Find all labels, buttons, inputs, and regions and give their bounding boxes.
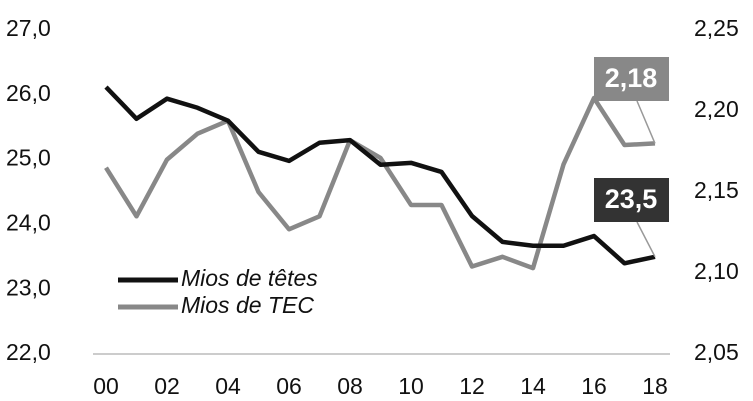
value-label-box [594, 178, 669, 222]
x-tick-label: 00 [93, 373, 119, 399]
y-tick-label: 26,0 [6, 80, 51, 106]
legend-label: Mios de têtes [181, 265, 318, 291]
x-tick-label: 04 [215, 373, 241, 399]
x-tick-label: 18 [642, 373, 668, 399]
y2-tick-label: 2,20 [694, 96, 739, 122]
value-label-box [594, 57, 669, 101]
y-tick-label: 22,0 [6, 339, 51, 365]
x-tick-label: 12 [459, 373, 485, 399]
x-tick-label: 16 [581, 373, 607, 399]
series-line [104, 95, 656, 271]
leader-line [636, 221, 656, 258]
series-line [104, 85, 656, 266]
x-tick-label: 02 [154, 373, 180, 399]
y2-tick-label: 2,15 [694, 177, 739, 203]
y2-tick-label: 2,05 [694, 339, 739, 365]
x-tick-label: 06 [276, 373, 302, 399]
y-tick-label: 25,0 [6, 145, 51, 171]
value-label: 2,18 [605, 63, 658, 93]
y-tick-label: 24,0 [6, 209, 51, 235]
y-tick-label: 27,0 [6, 15, 51, 41]
x-tick-label: 14 [520, 373, 546, 399]
y2-tick-label: 2,25 [694, 15, 739, 41]
y-tick-label: 23,0 [6, 274, 51, 300]
value-label: 23,5 [605, 184, 658, 214]
legend-label: Mios de TEC [181, 292, 314, 318]
y2-tick-label: 2,10 [694, 258, 739, 284]
x-tick-label: 10 [398, 373, 424, 399]
leader-line [636, 100, 656, 144]
x-tick-label: 08 [337, 373, 363, 399]
